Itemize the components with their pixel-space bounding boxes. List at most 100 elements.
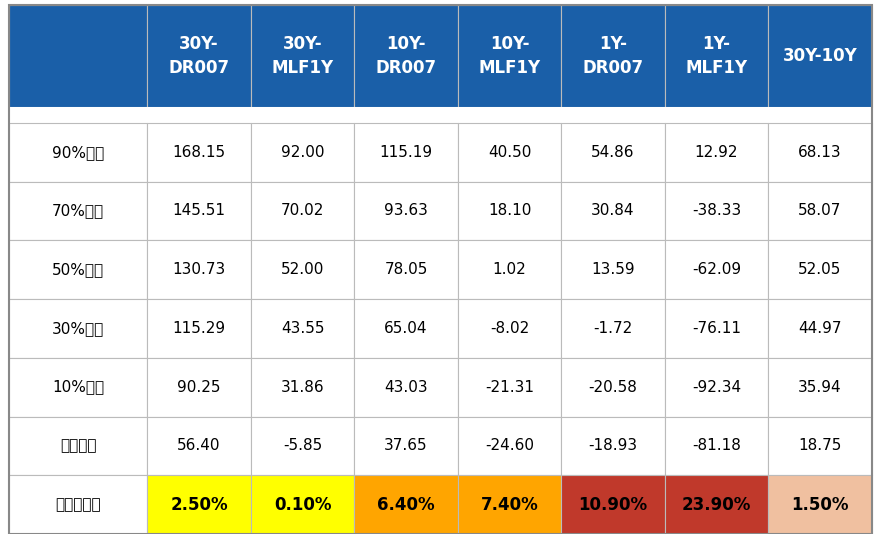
Bar — [9, 107, 147, 123]
Bar — [768, 475, 872, 534]
Text: -20.58: -20.58 — [588, 380, 638, 395]
Text: 30Y-
MLF1Y: 30Y- MLF1Y — [272, 35, 333, 77]
Text: -24.60: -24.60 — [485, 438, 534, 453]
Bar — [458, 417, 561, 475]
Text: 31.86: 31.86 — [281, 380, 324, 395]
Text: 1.02: 1.02 — [493, 262, 526, 277]
Text: 56.40: 56.40 — [177, 438, 221, 453]
Text: 50%分位: 50%分位 — [52, 262, 104, 277]
Text: 70%分位: 70%分位 — [52, 203, 104, 218]
Bar — [251, 299, 354, 358]
Text: 1.50%: 1.50% — [791, 496, 849, 514]
Bar — [251, 475, 354, 534]
Text: 6.40%: 6.40% — [377, 496, 435, 514]
Text: 7.40%: 7.40% — [481, 496, 538, 514]
Bar — [251, 5, 354, 107]
Bar — [9, 182, 147, 240]
Bar — [147, 123, 251, 182]
Text: 30%分位: 30%分位 — [52, 321, 104, 336]
Bar — [458, 475, 561, 534]
Bar — [251, 182, 354, 240]
Bar — [9, 299, 147, 358]
Bar — [147, 240, 251, 299]
Bar — [768, 358, 872, 417]
Text: 44.97: 44.97 — [798, 321, 842, 336]
Text: 12.92: 12.92 — [695, 145, 738, 160]
Text: 115.29: 115.29 — [173, 321, 225, 336]
Text: 43.03: 43.03 — [384, 380, 428, 395]
Text: 145.51: 145.51 — [173, 203, 225, 218]
Text: 0.10%: 0.10% — [274, 496, 332, 514]
Bar — [665, 240, 768, 299]
Text: 43.55: 43.55 — [281, 321, 324, 336]
Text: 35.94: 35.94 — [798, 380, 842, 395]
Text: 10.90%: 10.90% — [579, 496, 647, 514]
Text: 1Y-
MLF1Y: 1Y- MLF1Y — [686, 35, 747, 77]
Bar — [458, 5, 561, 107]
Text: 78.05: 78.05 — [384, 262, 428, 277]
Bar — [9, 358, 147, 417]
Text: 93.63: 93.63 — [384, 203, 428, 218]
Bar — [665, 182, 768, 240]
Text: -8.02: -8.02 — [490, 321, 529, 336]
Bar — [768, 107, 872, 123]
Bar — [9, 123, 147, 182]
Text: 68.13: 68.13 — [798, 145, 842, 160]
Bar — [768, 240, 872, 299]
Bar — [768, 123, 872, 182]
Text: -92.34: -92.34 — [692, 380, 741, 395]
Text: -21.31: -21.31 — [485, 380, 534, 395]
Bar — [665, 107, 768, 123]
Bar — [458, 240, 561, 299]
Bar — [147, 5, 251, 107]
Bar — [251, 123, 354, 182]
Bar — [9, 240, 147, 299]
Text: 10%分位: 10%分位 — [52, 380, 104, 395]
Bar — [458, 182, 561, 240]
Text: -38.33: -38.33 — [692, 203, 741, 218]
Bar — [9, 417, 147, 475]
Bar — [561, 417, 665, 475]
Bar — [768, 299, 872, 358]
Text: -5.85: -5.85 — [283, 438, 322, 453]
Bar — [354, 417, 458, 475]
Text: 115.19: 115.19 — [380, 145, 432, 160]
Bar — [665, 358, 768, 417]
Text: -1.72: -1.72 — [594, 321, 632, 336]
Bar — [354, 107, 458, 123]
Text: -76.11: -76.11 — [692, 321, 741, 336]
Bar — [147, 299, 251, 358]
Text: 168.15: 168.15 — [173, 145, 225, 160]
Bar — [147, 358, 251, 417]
Bar — [147, 475, 251, 534]
Bar — [665, 299, 768, 358]
Text: 30Y-
DR007: 30Y- DR007 — [168, 35, 230, 77]
Text: 58.07: 58.07 — [798, 203, 842, 218]
Bar — [561, 123, 665, 182]
Text: 52.05: 52.05 — [798, 262, 842, 277]
Bar — [768, 417, 872, 475]
Text: 92.00: 92.00 — [281, 145, 324, 160]
Bar — [354, 5, 458, 107]
Text: 70.02: 70.02 — [281, 203, 324, 218]
Bar — [561, 182, 665, 240]
Text: -81.18: -81.18 — [692, 438, 741, 453]
Text: 40.50: 40.50 — [488, 145, 531, 160]
Bar — [561, 107, 665, 123]
Text: 18.10: 18.10 — [488, 203, 531, 218]
Bar — [354, 358, 458, 417]
Text: -62.09: -62.09 — [692, 262, 741, 277]
Bar — [458, 299, 561, 358]
Bar — [561, 299, 665, 358]
Text: 13.59: 13.59 — [591, 262, 635, 277]
Text: 当前分位值: 当前分位值 — [55, 497, 101, 512]
Bar — [458, 358, 561, 417]
Bar — [147, 107, 251, 123]
Text: 90.25: 90.25 — [177, 380, 221, 395]
Bar — [561, 475, 665, 534]
Text: 90%分位: 90%分位 — [52, 145, 104, 160]
Bar — [251, 417, 354, 475]
Bar — [561, 358, 665, 417]
Text: 30Y-10Y: 30Y-10Y — [782, 47, 858, 65]
Text: 18.75: 18.75 — [798, 438, 842, 453]
